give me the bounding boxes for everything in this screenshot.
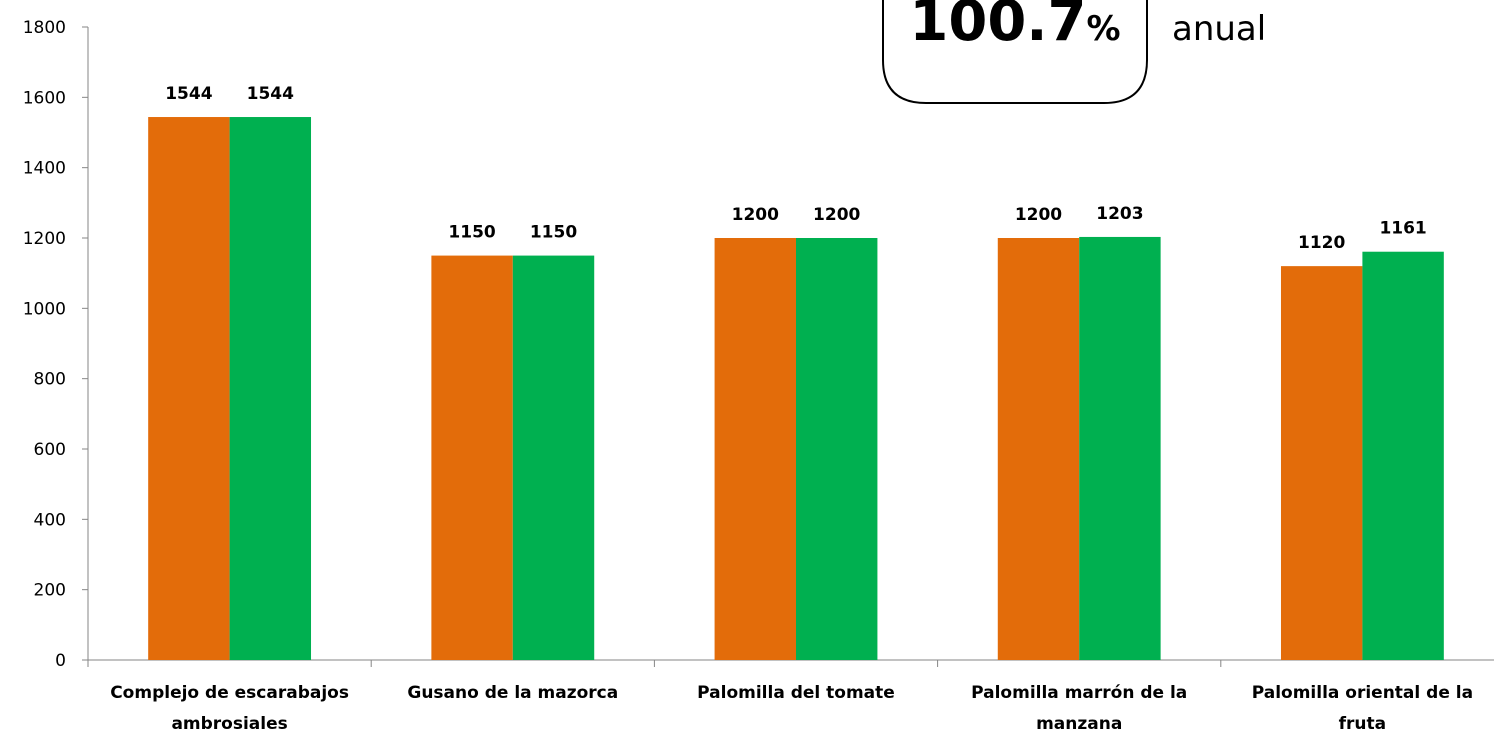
data-label: 1150 bbox=[448, 223, 495, 243]
category-label: fruta bbox=[1339, 714, 1386, 734]
y-tick-label: 600 bbox=[34, 440, 66, 460]
category-label: Palomilla del tomate bbox=[697, 683, 895, 703]
category-label: Complejo de escarabajos bbox=[110, 683, 349, 703]
data-label: 1161 bbox=[1379, 219, 1426, 239]
category-label: Palomilla marrón de la bbox=[971, 683, 1187, 703]
data-label: 1544 bbox=[165, 84, 212, 104]
y-tick-label: 200 bbox=[34, 581, 66, 601]
y-tick-label: 400 bbox=[34, 510, 66, 530]
bar-series-2 bbox=[512, 255, 595, 661]
category-label: Gusano de la mazorca bbox=[407, 683, 618, 703]
data-label: 1150 bbox=[530, 223, 577, 243]
bar-series-2 bbox=[229, 117, 312, 660]
axes: 0 200 400 600 800 1000 1200 1400 1600 1800 Complej… bbox=[23, 18, 1494, 734]
y-tick-label: 1200 bbox=[23, 229, 66, 249]
bars bbox=[148, 117, 1444, 661]
bar-series-1 bbox=[997, 238, 1080, 660]
category-label: Palomilla oriental de la bbox=[1252, 683, 1473, 703]
bar-series-1 bbox=[148, 117, 230, 660]
data-label: 1200 bbox=[732, 205, 779, 225]
data-label: 1200 bbox=[813, 205, 860, 225]
y-tick-label: 1000 bbox=[23, 299, 66, 319]
y-tick-label: 1800 bbox=[23, 18, 66, 38]
bar-series-1 bbox=[714, 238, 796, 660]
callout-box bbox=[882, 0, 1148, 104]
bar-series-1 bbox=[431, 255, 513, 661]
data-label: 1203 bbox=[1096, 204, 1143, 224]
bar-series-2 bbox=[1362, 251, 1444, 660]
callout-value: 100.7% bbox=[909, 0, 1120, 54]
callout: 100.7% anual bbox=[882, 0, 1266, 104]
data-label: 1120 bbox=[1298, 233, 1345, 253]
callout-note: anual bbox=[1172, 9, 1266, 49]
y-tick-label: 800 bbox=[34, 370, 66, 390]
bar-series-2 bbox=[1079, 236, 1161, 660]
y-tick-label: 0 bbox=[55, 651, 66, 671]
category-label: ambrosiales bbox=[171, 714, 287, 734]
bar-series-2 bbox=[796, 238, 878, 660]
y-tick-label: 1400 bbox=[23, 159, 66, 179]
bar-series-1 bbox=[1280, 266, 1363, 660]
category-label: manzana bbox=[1036, 714, 1122, 734]
data-label: 1200 bbox=[1015, 205, 1062, 225]
data-label: 1544 bbox=[247, 84, 294, 104]
data-labels: 1544 1544 1150 1150 1200 1200 1200 1203 1120 1161 bbox=[165, 84, 1427, 253]
y-tick-label: 1600 bbox=[23, 88, 66, 108]
